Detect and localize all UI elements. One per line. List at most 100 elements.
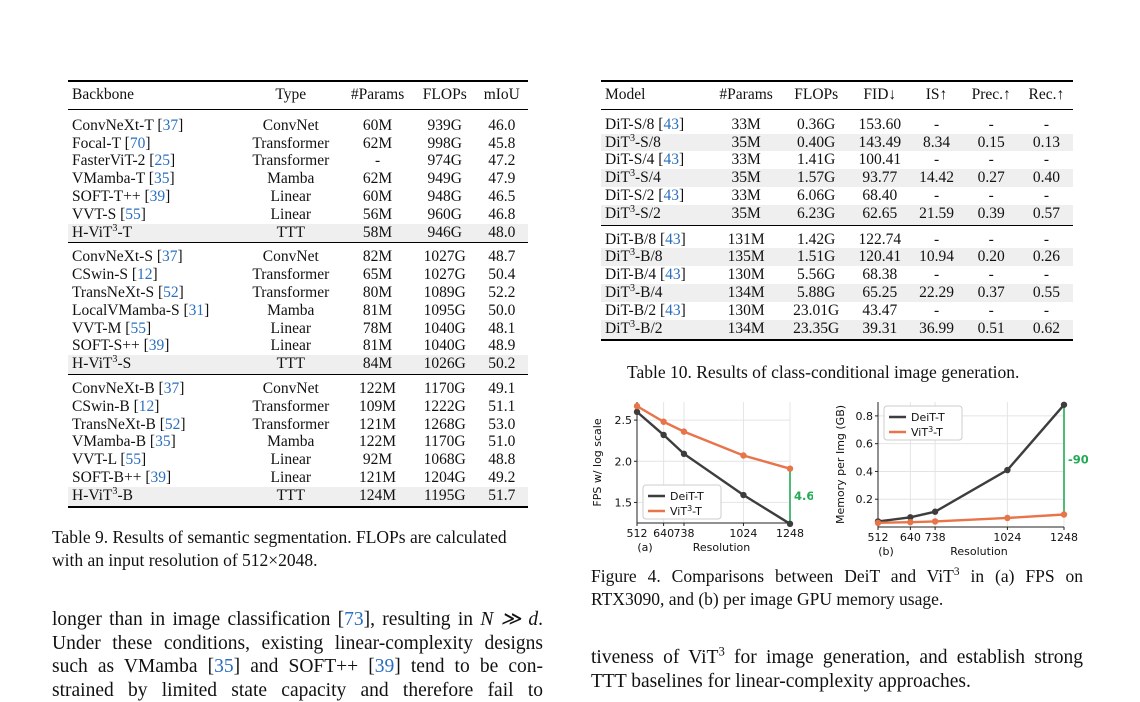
params-cell: 62M — [341, 135, 414, 153]
is-cell: - — [911, 151, 963, 169]
params-cell: 92M — [341, 451, 414, 469]
citation-link[interactable]: 39 — [149, 337, 165, 354]
fid-cell: 68.40 — [849, 187, 910, 205]
citation-link[interactable]: 70 — [130, 135, 146, 152]
params-cell: 33M — [709, 151, 784, 169]
header-params: #Params — [709, 81, 784, 109]
citation-link[interactable]: 35 — [214, 656, 234, 677]
citation-link[interactable]: 43 — [665, 231, 681, 248]
prec-cell: - — [963, 187, 1020, 205]
flops-cell: 1.57G — [783, 169, 849, 187]
citation-link[interactable]: 39 — [151, 469, 167, 486]
flops-cell: 23.01G — [783, 302, 849, 320]
flops-cell: 1204G — [414, 469, 476, 487]
params-cell: 33M — [709, 109, 784, 133]
citation-link[interactable]: 43 — [663, 151, 679, 168]
citation-link[interactable]: 39 — [375, 656, 395, 677]
params-cell: 81M — [341, 337, 414, 355]
citation-link[interactable]: 31 — [189, 302, 205, 319]
model-name-cell: FasterViT-2 [25] — [68, 152, 240, 170]
x-axis-label: Resolution — [693, 541, 751, 554]
model-name-cell: H-ViT3-S — [68, 355, 240, 374]
text-line: strained by limited state capacity and t… — [52, 679, 543, 702]
miou-cell: 47.9 — [476, 170, 528, 188]
annotation-label: 4.6x — [794, 489, 813, 503]
citation-link[interactable]: 52 — [165, 416, 181, 433]
citation-link[interactable]: 55 — [126, 451, 142, 468]
params-cell: 56M — [341, 206, 414, 224]
citation-link[interactable]: 52 — [163, 284, 179, 301]
params-cell: 130M — [709, 302, 784, 320]
model-name-cell: DiT3-S/4 — [601, 169, 709, 187]
is-cell: - — [911, 266, 963, 284]
citation-link[interactable]: 25 — [154, 152, 170, 169]
flops-cell: 1027G — [414, 243, 476, 266]
data-point — [634, 403, 640, 409]
citation-link[interactable]: 43 — [663, 116, 679, 133]
model-name-cell: DiT3-S/8 — [601, 134, 709, 152]
citation-link[interactable]: 43 — [663, 187, 679, 204]
citation-link[interactable]: 73 — [344, 609, 364, 630]
fid-cell: 100.41 — [849, 151, 910, 169]
y-tick-label: 2.0 — [615, 455, 633, 468]
data-point — [932, 518, 938, 524]
caption-line: Table 9. Results of semantic segmentatio… — [52, 526, 547, 549]
flops-cell: 1170G — [414, 374, 476, 397]
rec-cell: 0.26 — [1020, 248, 1073, 266]
miou-cell: 48.7 — [476, 243, 528, 266]
params-cell: 109M — [341, 398, 414, 416]
fid-cell: 153.60 — [849, 109, 910, 133]
params-cell: 84M — [341, 355, 414, 374]
citation-link[interactable]: 37 — [164, 380, 180, 397]
generation-table: Model #Params FLOPs FID↓ IS↑ Prec.↑ Rec.… — [601, 80, 1073, 341]
citation-link[interactable]: 37 — [163, 117, 179, 134]
type-cell: Transformer — [240, 398, 341, 416]
is-cell: 22.29 — [911, 284, 963, 302]
type-cell: Mamba — [240, 433, 341, 451]
y-tick-label: 1.5 — [615, 496, 633, 509]
data-point — [681, 428, 687, 434]
flops-cell: 1027G — [414, 266, 476, 284]
citation-link[interactable]: 43 — [665, 266, 681, 283]
citation-link[interactable]: 55 — [125, 206, 141, 223]
miou-cell: 51.1 — [476, 398, 528, 416]
model-name-cell: DiT-S/8 [43] — [601, 109, 709, 133]
citation-link[interactable]: 39 — [150, 188, 166, 205]
model-name-cell: VMamba-T [35] — [68, 170, 240, 188]
params-cell: 134M — [709, 320, 784, 341]
params-cell: 121M — [341, 469, 414, 487]
params-cell: 122M — [341, 433, 414, 451]
caption-line: RTX3090, and (b) per image GPU memory us… — [591, 588, 1083, 611]
flops-cell: 1.51G — [783, 248, 849, 266]
text-line: tiveness of ViT3 for image generation, a… — [591, 646, 1083, 670]
citation-link[interactable]: 12 — [139, 398, 155, 415]
x-tick-label: 512 — [868, 531, 889, 544]
miou-cell: 46.0 — [476, 109, 528, 134]
citation-link[interactable]: 12 — [137, 266, 153, 283]
citation-link[interactable]: 35 — [155, 433, 171, 450]
table-9: Backbone Type #Params FLOPs mIoU ConvNeX… — [68, 80, 528, 508]
fid-cell: 43.47 — [849, 302, 910, 320]
citation-link[interactable]: 55 — [130, 320, 146, 337]
citation-link[interactable]: 35 — [154, 170, 170, 187]
data-point — [1061, 511, 1067, 517]
miou-cell: 46.5 — [476, 188, 528, 206]
data-point — [681, 451, 687, 457]
fid-cell: 65.25 — [849, 284, 910, 302]
citation-link[interactable]: 43 — [665, 302, 681, 319]
params-cell: 65M — [341, 266, 414, 284]
x-tick-label: 512 — [627, 527, 648, 540]
model-name-cell: VVT-S [55] — [68, 206, 240, 224]
model-name-cell: CSwin-B [12] — [68, 398, 240, 416]
citation-link[interactable]: 37 — [162, 248, 178, 265]
